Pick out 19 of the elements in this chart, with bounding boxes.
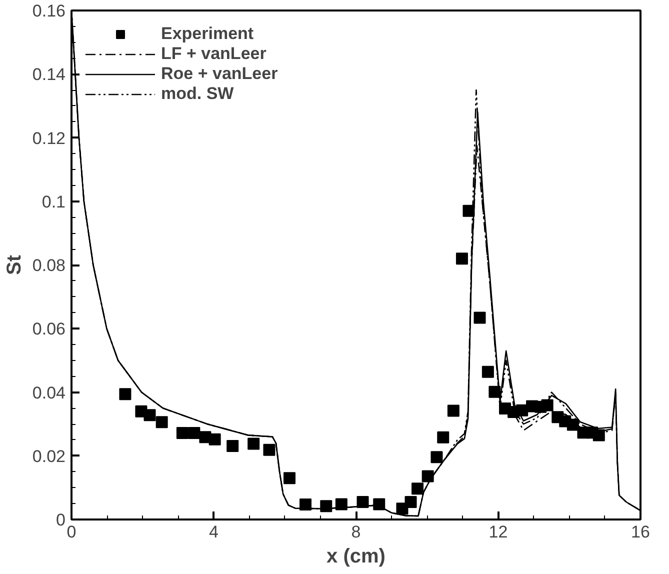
y-tick-label: 0.14 xyxy=(32,65,66,84)
y-tick-label: 0.12 xyxy=(32,128,66,148)
y-tick-label: 0.04 xyxy=(32,383,66,402)
y-tick-label: 0.16 xyxy=(32,2,66,20)
y-tick-label: 0.02 xyxy=(32,446,66,466)
legend-label: Roe + vanLeer xyxy=(161,64,278,84)
y-tick-label: 0.1 xyxy=(42,192,66,212)
x-tick-label: 8 xyxy=(351,522,361,542)
legend-label: Experiment xyxy=(161,24,254,44)
x-tick-label: 4 xyxy=(209,522,218,542)
y-tick-label: 0.06 xyxy=(32,320,66,339)
legend-label: LF + vanLeer xyxy=(161,44,266,64)
legend-label: mod. SW xyxy=(161,84,234,104)
x-axis-title: x (cm) xyxy=(326,546,386,568)
y-tick-label: 0.08 xyxy=(32,256,66,275)
x-tick-label: 12 xyxy=(488,522,508,542)
y-axis-title: St xyxy=(3,254,26,275)
y-tick-label: 0 xyxy=(56,510,66,530)
x-tick-label: 16 xyxy=(631,522,650,542)
